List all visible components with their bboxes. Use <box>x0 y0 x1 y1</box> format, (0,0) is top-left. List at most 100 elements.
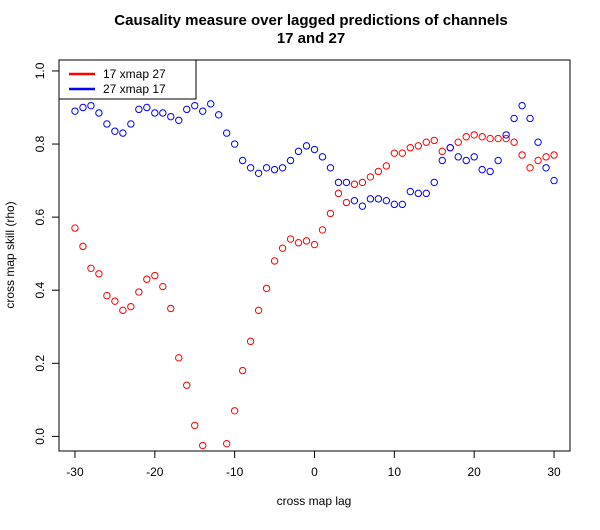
data-point <box>310 240 319 249</box>
data-point <box>71 107 79 115</box>
data-point <box>230 140 239 148</box>
data-point <box>342 198 351 207</box>
data-point <box>246 337 255 346</box>
data-point <box>79 242 87 251</box>
y-tick-label: 0.8 <box>33 135 47 152</box>
data-point <box>159 282 167 291</box>
data-point <box>207 100 215 108</box>
chart-subtitle: 17 and 27 <box>277 30 345 47</box>
y-axis: 0.0 0.2 0.4 0.6 0.8 1.0 <box>33 62 60 445</box>
data-point <box>159 109 167 117</box>
data-point <box>430 136 438 145</box>
data-point <box>430 178 438 187</box>
data-point <box>167 304 175 313</box>
data-point <box>167 112 175 121</box>
data-point <box>526 114 534 123</box>
data-point <box>119 129 127 137</box>
data-point <box>278 164 287 172</box>
data-point <box>350 180 359 188</box>
data-point <box>326 209 335 218</box>
data-point <box>374 195 383 203</box>
data-point <box>342 178 351 187</box>
x-tick-label: 10 <box>388 465 402 479</box>
data-point <box>478 165 486 174</box>
x-tick-label: 0 <box>311 465 318 479</box>
plot-frame <box>58 59 571 452</box>
data-point <box>143 103 151 112</box>
data-point <box>550 176 558 185</box>
data-point <box>71 224 79 232</box>
data-point <box>494 156 502 165</box>
data-point <box>135 105 143 114</box>
y-tick-label: 0.0 <box>33 428 47 445</box>
data-point <box>254 169 263 177</box>
data-point <box>294 147 303 156</box>
x-tick-label: 20 <box>468 465 482 479</box>
legend-box <box>58 59 197 100</box>
data-point <box>87 101 95 110</box>
data-point <box>334 178 343 187</box>
data-point <box>278 244 287 252</box>
legend: 17 xmap 27 27 xmap 17 <box>58 59 197 100</box>
data-point <box>414 142 422 150</box>
x-tick-label: -20 <box>146 465 164 479</box>
data-point <box>422 189 430 198</box>
data-point <box>374 167 383 176</box>
series-17-xmap-27 <box>71 131 558 450</box>
data-point <box>542 153 550 161</box>
data-point <box>270 165 279 174</box>
data-point <box>286 235 295 243</box>
data-point <box>286 156 295 165</box>
data-point <box>398 200 407 209</box>
y-tick-label: 0.4 <box>33 282 47 299</box>
data-point <box>191 421 199 430</box>
data-point <box>191 101 199 110</box>
data-point <box>534 156 542 165</box>
data-point <box>334 189 343 198</box>
data-point <box>366 195 375 203</box>
data-point <box>270 257 279 265</box>
data-point <box>486 134 494 143</box>
data-point <box>318 226 327 234</box>
data-point <box>366 173 375 181</box>
data-point <box>87 264 95 272</box>
data-point <box>382 162 391 170</box>
data-point <box>175 116 183 124</box>
data-point <box>454 138 462 146</box>
data-point <box>254 306 263 315</box>
data-point <box>302 142 311 150</box>
data-point <box>510 138 518 146</box>
y-axis-title: cross map skill (rho) <box>3 201 17 308</box>
x-axis: -30 -20 -10 0 10 20 30 <box>66 450 561 479</box>
data-point <box>502 134 510 143</box>
x-tick-label: -10 <box>226 465 244 479</box>
data-point <box>262 284 271 293</box>
data-point <box>350 196 359 205</box>
data-point <box>214 111 223 119</box>
plot-area: -30 -20 -10 0 10 20 30 0.0 0.2 0.4 0.6 0.8 1.0 <box>33 59 571 479</box>
data-point <box>119 306 127 315</box>
legend-label-27-xmap-17: 27 xmap 17 <box>103 82 166 96</box>
data-point <box>111 127 119 135</box>
data-point <box>222 439 231 448</box>
data-point <box>103 120 111 128</box>
data-point <box>135 288 143 296</box>
data-point <box>542 164 550 172</box>
data-point <box>95 270 103 278</box>
data-point <box>183 381 191 389</box>
data-point <box>462 156 470 165</box>
data-point <box>502 131 510 139</box>
data-point <box>510 114 518 123</box>
data-point <box>127 302 135 311</box>
data-point <box>127 120 135 128</box>
data-point <box>406 187 415 196</box>
data-point <box>470 131 478 139</box>
chart-title: Causality measure over lagged prediction… <box>114 12 507 29</box>
data-point <box>526 164 534 172</box>
data-point <box>390 200 399 209</box>
data-point <box>143 275 151 283</box>
data-point <box>462 133 470 141</box>
data-point <box>414 189 422 198</box>
data-point <box>422 138 430 146</box>
